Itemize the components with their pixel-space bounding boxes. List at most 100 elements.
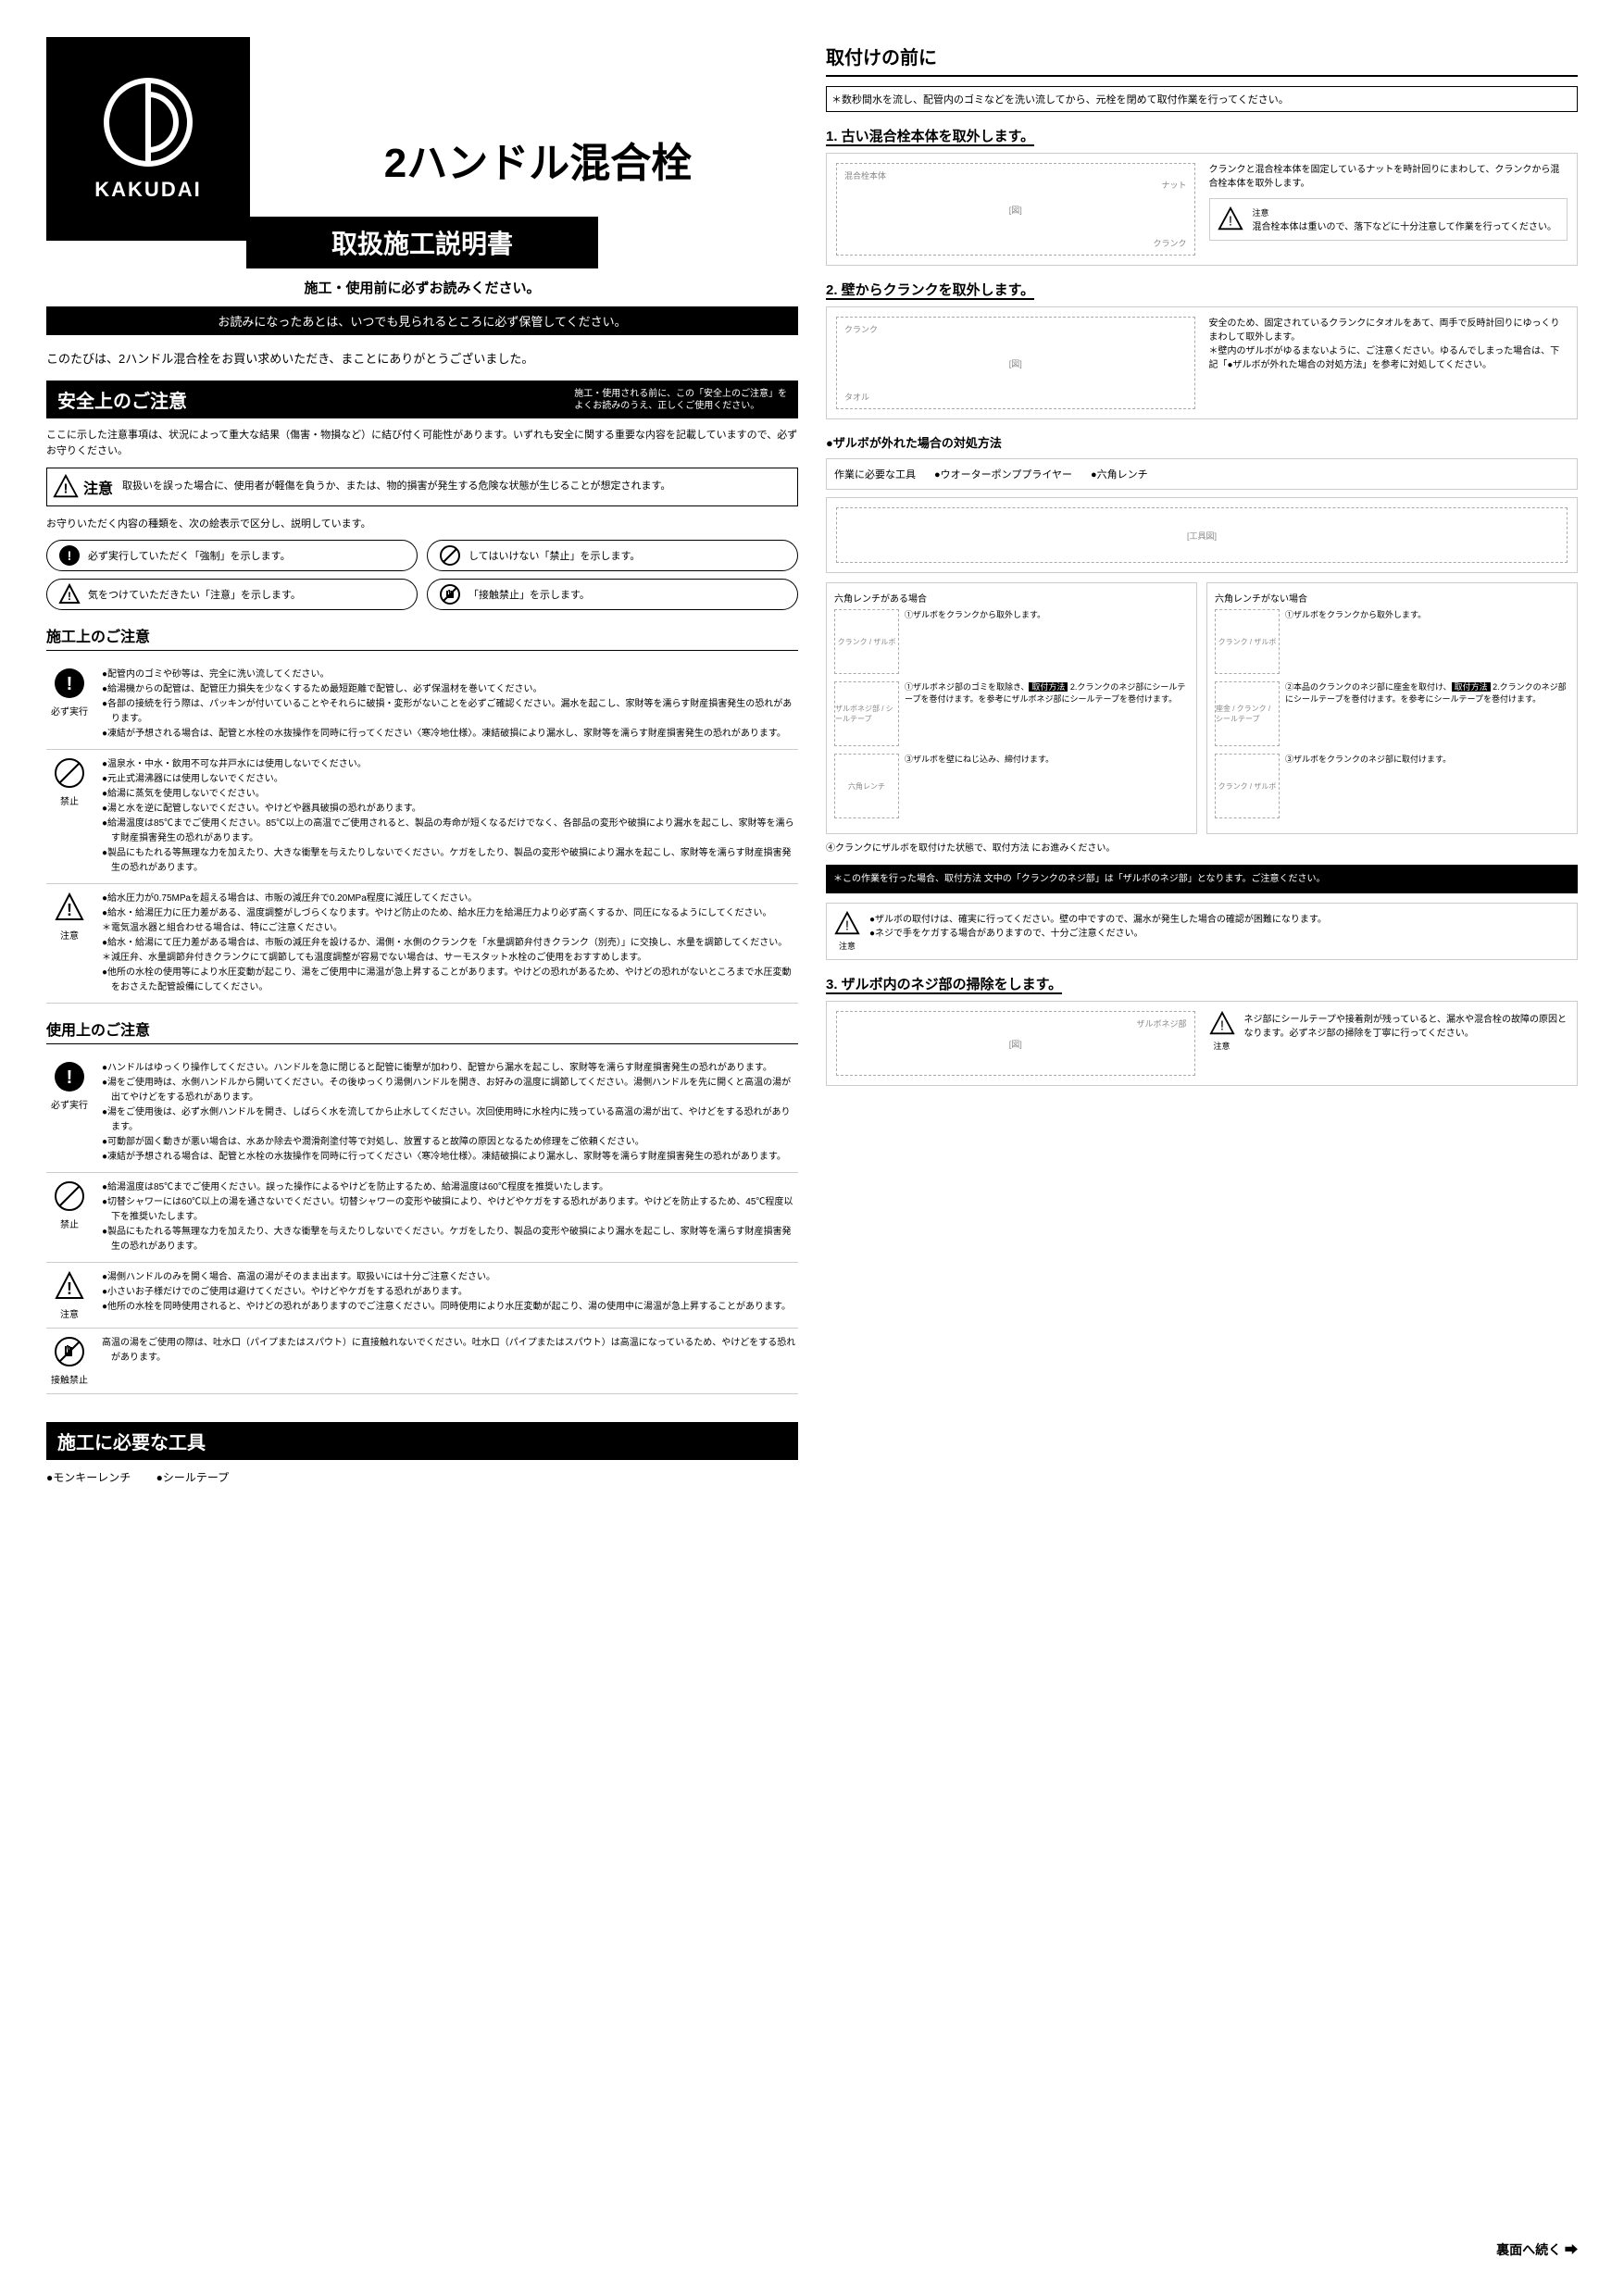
svg-text:!: ! [1228, 214, 1231, 230]
caution-triangle-icon: ! [53, 474, 79, 500]
caution-icon-block: !注意 [46, 1270, 93, 1320]
note-item: ●給水圧力が0.75MPaを超える場合は、市販の減圧弁で0.20MPa程度に減圧… [102, 892, 798, 906]
note-item: ●給水・給湯にて圧力差がある場合は、市販の減圧弁を設けるか、湯側・水側のクランク… [102, 936, 798, 951]
note-row: 禁止●給湯温度は85℃までご使用ください。誤った操作によるやけどを防止するため、… [46, 1173, 798, 1263]
safety-heading: 安全上のご注意 施工・使用される前に、この「安全上のご注意」を よくお読みのうえ… [46, 381, 798, 418]
step2-diagram: クランク タオル [図] [836, 317, 1195, 409]
zarubo-caution: !注意 ●ザルボの取付けは、確実に行ってください。壁の中ですので、漏水が発生した… [826, 903, 1578, 960]
note-item: ＊電気温水器と組合わせる場合は、特にご注意ください。 [102, 921, 798, 936]
zarubo-step: クランク / ザルボ③ザルボをクランクのネジ部に取付けます。 [1215, 754, 1569, 818]
note-item: ●湯と水を逆に配管しないでください。やけどや器具破損の恐れがあります。 [102, 802, 798, 817]
caution-triangle-icon: ! [1218, 206, 1243, 232]
zarubo-caution-text: ●ザルボの取付けは、確実に行ってください。壁の中ですので、漏水が発生した場合の確… [869, 911, 1327, 939]
note-item: ●給湯温度は85℃までご使用ください。誤った操作によるやけどを防止するため、給湯… [102, 1180, 798, 1195]
note-item: ●凍結が予想される場合は、配管と水栓の水抜操作を同時に行ってください〈寒冷地仕様… [102, 1150, 798, 1165]
zarubo-diagram: 六角レンチ [834, 754, 899, 818]
safety-intro: ここに示した注意事項は、状況によって重大な結果（傷害・物損など）に結び付く可能性… [46, 428, 798, 458]
safety-title: 安全上のご注意 [57, 386, 187, 413]
note-row: !必ず実行●配管内のゴミや砂等は、完全に洗い流してください。●給湯機からの配管は… [46, 660, 798, 750]
must-icon: ! [58, 544, 81, 567]
forbid-icon-block: 禁止 [46, 757, 93, 876]
note-row: 禁止●温泉水・中水・飲用不可な井戸水には使用しないでください。●元止式湯沸器には… [46, 750, 798, 884]
symbol-forbid: してはいけない「禁止」を示します。 [427, 540, 798, 571]
note-item: 高温の湯をご使用の際は、吐水口（パイプまたはスパウト）に直接触れないでください。… [102, 1336, 798, 1366]
note-item: ●可動部が固く動きが悪い場合は、水あか除去や潤滑剤塗付等で対処し、放置すると故障… [102, 1135, 798, 1150]
note-list: ●温泉水・中水・飲用不可な井戸水には使用しないでください。●元止式湯沸器には使用… [102, 757, 798, 876]
tools-list: ●モンキーレンチ ●シールテープ [46, 1469, 798, 1485]
tool-item: ●六角レンチ [1091, 467, 1148, 481]
svg-text:!: ! [67, 901, 72, 919]
zarubo-step-text: ③ザルボをクランクのネジ部に取付けます。 [1285, 754, 1451, 818]
caution-icon-block: !注意 [46, 892, 93, 995]
note-item: ＊減圧弁、水量調節弁付きクランクにて調節しても温度調整が容易でない場合は、サーモ… [102, 951, 798, 966]
note-item: ●湯をご使用後は、必ず水側ハンドルを開き、しばらく水を流してから止水してください… [102, 1105, 798, 1135]
note-list: ●給水圧力が0.75MPaを超える場合は、市販の減圧弁で0.20MPa程度に減圧… [102, 892, 798, 995]
zarubo-step: 座金 / クランク / シールテープ②本品のクランクのネジ部に座金を取付け、取付… [1215, 681, 1569, 746]
zarubo-diagram: クランク / ザルボ [1215, 754, 1280, 818]
must-icon-block: !必ず実行 [46, 668, 93, 742]
product-title: 2ハンドル混合栓 [278, 130, 798, 189]
note-item: ●温泉水・中水・飲用不可な井戸水には使用しないでください。 [102, 757, 798, 772]
zarubo-step-text: ①ザルボネジ部のゴミを取除き、取付方法 2.クランクのネジ部にシールテープを巻付… [905, 681, 1189, 746]
note-item: ●給湯に蒸気を使用しないでください。 [102, 787, 798, 802]
symbol-label: 必ず実行していただく「強制」を示します。 [88, 548, 291, 563]
note-row: 接触禁止高温の湯をご使用の際は、吐水口（パイプまたはスパウト）に直接触れないでく… [46, 1329, 798, 1394]
zarubo-col-title: 六角レンチがない場合 [1215, 591, 1569, 605]
continue-note: 裏面へ続く ➡ [1496, 2240, 1578, 2259]
before-pre-note: ＊数秒間水を流し、配管内のゴミなどを洗い流してから、元栓を閉めて取付作業を行って… [826, 86, 1578, 112]
zarubo-step: ザルボネジ部 / シールテープ①ザルボネジ部のゴミを取除き、取付方法 2.クラン… [834, 681, 1189, 746]
step1-text: クランクと混合栓本体を固定しているナットを時計回りにまわして、クランクから混合栓… [1209, 163, 1568, 191]
caution-icon: ! [58, 583, 81, 605]
forbid-icon [439, 544, 461, 567]
tool-item: ●ウオーターポンププライヤー [934, 467, 1072, 481]
zarubo-step-text: ①ザルボをクランクから取外します。 [1285, 609, 1426, 674]
note-item: ●他所の水栓の使用等により水圧変動が起こり、湯をご使用中に湯温が急上昇することが… [102, 966, 798, 995]
zarubo-step-text: ③ザルボを壁にねじ込み、締付けます。 [905, 754, 1054, 818]
svg-text:!: ! [68, 590, 71, 603]
note-item: ●湯側ハンドルのみを開く場合、高温の湯がそのまま出ます。取扱いには十分ご注意くだ… [102, 1270, 791, 1285]
read-before-note: 施工・使用前に必ずお読みください。 [46, 278, 798, 297]
must-icon-block: !必ず実行 [46, 1061, 93, 1165]
step2-title: 2. 壁からクランクを取外します。 [826, 280, 1578, 299]
note-row: !注意 ●湯側ハンドルのみを開く場合、高温の湯がそのまま出ます。取扱いには十分ご注… [46, 1263, 798, 1329]
symbol-intro: お守りいただく内容の種類を、次の絵表示で区分し、説明しています。 [46, 516, 798, 530]
note-item: ●ハンドルはゆっくり操作してください。ハンドルを急に閉じると配管に衝撃が加わり、… [102, 1061, 798, 1076]
symbol-notouch: 「接触禁止」を示します。 [427, 579, 798, 610]
zarubo-tools: 作業に必要な工具 ●ウオーターポンププライヤー ●六角レンチ [826, 458, 1578, 490]
note-list: ●給湯温度は85℃までご使用ください。誤った操作によるやけどを防止するため、給湯… [102, 1180, 798, 1254]
step1-diagram: 混合栓本体 ナット クランク [図] [836, 163, 1195, 256]
svg-text:!: ! [845, 918, 849, 934]
note-item: ●切替シャワーには60℃以上の湯を通さないでください。切替シャワーの変形や破損に… [102, 1195, 798, 1225]
svg-text:!: ! [1219, 1018, 1223, 1034]
zarubo-title: ●ザルボが外れた場合の対処方法 [826, 433, 1578, 451]
caution-definition: ! 注意 取扱いを誤った場合に、使用者が軽傷を負うか、または、物的損害が発生する… [46, 468, 798, 506]
svg-text:!: ! [64, 481, 69, 497]
note-list: ●ハンドルはゆっくり操作してください。ハンドルを急に閉じると配管に衝撃が加わり、… [102, 1061, 798, 1165]
note-item: ●小さいお子様だけでのご使用は避けてください。やけどやケガをする恐れがあります。 [102, 1285, 791, 1300]
caution-text: 取扱いを誤った場合に、使用者が軽傷を負うか、または、物的損害が発生する危険な状態… [122, 480, 670, 493]
zarubo-tools-diagram: [工具図] [836, 507, 1568, 563]
note-list: ●湯側ハンドルのみを開く場合、高温の湯がそのまま出ます。取扱いには十分ご注意くだ… [102, 1270, 791, 1320]
zarubo-step: クランク / ザルボ①ザルボをクランクから取外します。 [834, 609, 1189, 674]
zarubo-black-note: ＊この作業を行った場合、取付方法 文中の「クランクのネジ部」は「ザルボのネジ部」… [826, 865, 1578, 893]
construction-heading: 施工上のご注意 [46, 624, 798, 651]
caution-triangle-icon: ! [834, 911, 860, 937]
zarubo-left-col: 六角レンチがある場合 クランク / ザルボ①ザルボをクランクから取外します。ザル… [826, 582, 1197, 834]
safety-sub: 施工・使用される前に、この「安全上のご注意」を よくお読みのうえ、正しくご使用く… [574, 388, 787, 412]
note-list: 高温の湯をご使用の際は、吐水口（パイプまたはスパウト）に直接触れないでください。… [102, 1336, 798, 1386]
zarubo-step: 六角レンチ③ザルボを壁にねじ込み、締付けます。 [834, 754, 1189, 818]
step1-title: 1. 古い混合栓本体を取外します。 [826, 126, 1578, 145]
keep-note: お読みになったあとは、いつでも見られるところに必ず保管してください。 [46, 306, 798, 335]
zarubo-step: クランク / ザルボ①ザルボをクランクから取外します。 [1215, 609, 1569, 674]
note-list: ●配管内のゴミや砂等は、完全に洗い流してください。●給湯機からの配管は、配管圧力… [102, 668, 798, 742]
thanks-text: このたびは、2ハンドル混合栓をお買い求めいただき、まことにありがとうございました… [46, 349, 798, 367]
symbol-must: ! 必ず実行していただく「強制」を示します。 [46, 540, 418, 571]
symbol-label: 気をつけていただきたい「注意」を示します。 [88, 587, 301, 602]
note-item: ●給水・給湯圧力に圧力差がある、温度調整がしづらくなります。やけど防止のため、給… [102, 906, 798, 921]
note-row: !注意 ●給水圧力が0.75MPaを超える場合は、市販の減圧弁で0.20MPa程度… [46, 884, 798, 1004]
note-item: ●元止式湯沸器には使用しないでください。 [102, 772, 798, 787]
note-item: ●各部の接続を行う際は、パッキンが付いていることやそれらに破損・変形がないことを… [102, 697, 798, 727]
note-item: ●製品にもたれる等無理な力を加えたり、大きな衝撃を与えたりしないでください。ケガ… [102, 1225, 798, 1254]
zarubo-diagram: クランク / ザルボ [834, 609, 899, 674]
zarubo-diagram: ザルボネジ部 / シールテープ [834, 681, 899, 746]
